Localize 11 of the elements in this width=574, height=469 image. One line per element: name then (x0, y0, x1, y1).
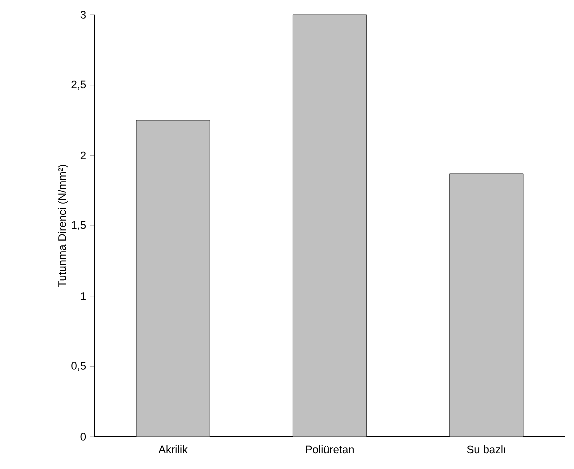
y-tick-label: 2 (80, 152, 86, 160)
y-tick-label: 0 (80, 433, 86, 441)
y-tick-label: 1 (81, 292, 86, 300)
y-tick-label: 2,5 (72, 80, 86, 90)
x-tick-label: Su bazlı (467, 446, 506, 454)
y-tick-label: 3 (80, 11, 86, 19)
x-tick-label: Akrilik (158, 446, 188, 454)
y-tick-label: 1,5 (72, 222, 86, 230)
x-tick-label: Poliüretan (306, 446, 354, 454)
y-tick-label: 0,5 (72, 362, 86, 372)
y-axis-title: Tutunma Direnci (N/mm²) (58, 165, 68, 288)
